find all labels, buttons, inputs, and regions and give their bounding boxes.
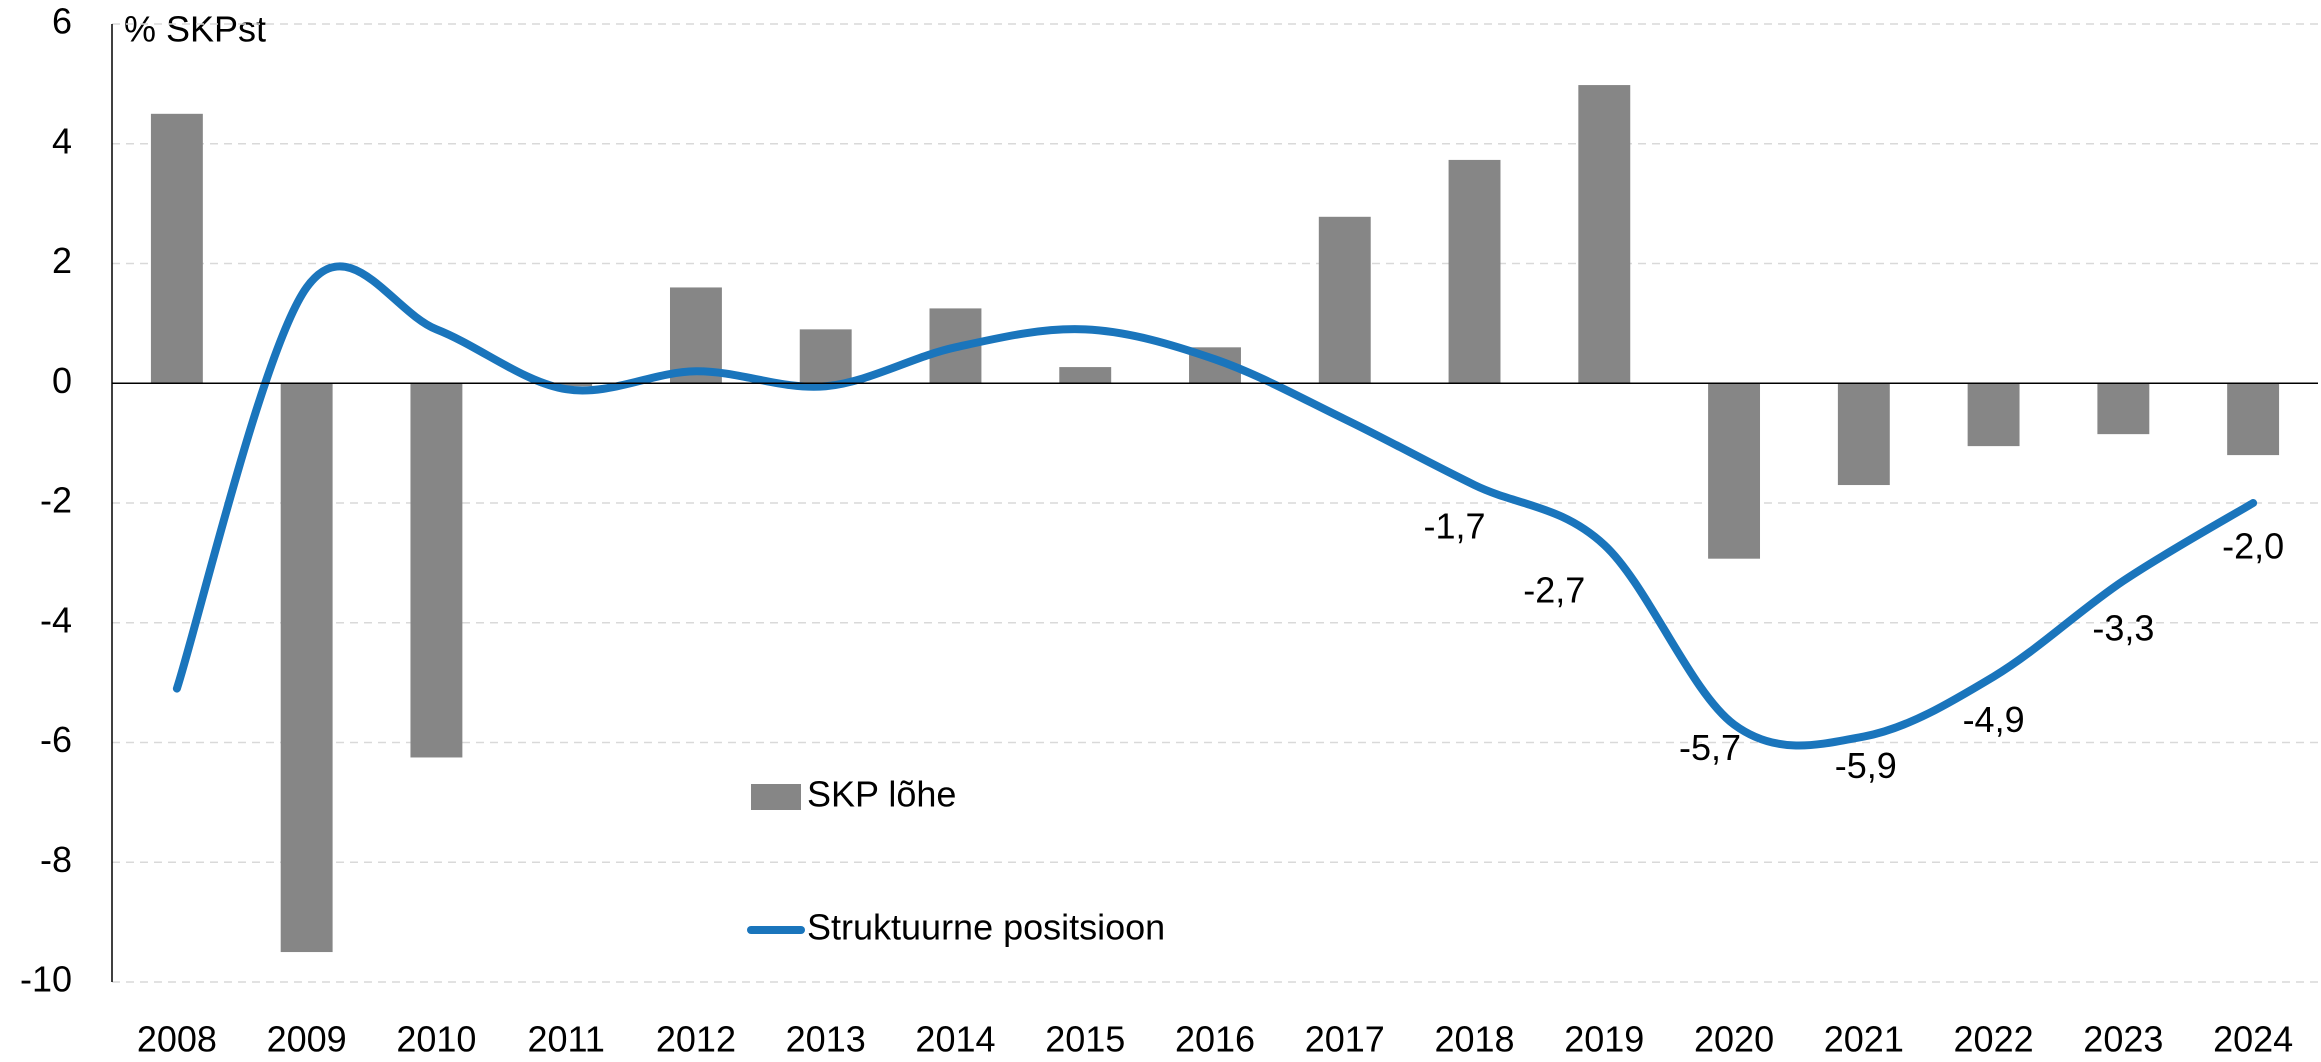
x-tick-label: 2022 [1954,1019,2034,1060]
x-tick-label: 2024 [2213,1019,2293,1060]
x-tick-label: 2008 [137,1019,217,1060]
x-tick-label: 2012 [656,1019,736,1060]
data-label: -1,7 [1424,506,1486,547]
x-tick-label: 2018 [1434,1019,1514,1060]
x-tick-label: 2016 [1175,1019,1255,1060]
y-tick-label: 0 [52,360,72,401]
data-label: -5,7 [1679,727,1741,768]
x-tick-label: 2023 [2083,1019,2163,1060]
data-label: -5,9 [1835,745,1897,786]
legend-label: Struktuurne positsioon [807,907,1165,948]
y-tick-label: 6 [52,1,72,42]
bar [1967,383,2020,447]
x-tick-label: 2011 [527,1019,604,1060]
bar [280,383,333,953]
data-label: -2,0 [2222,526,2284,567]
legend-label: SKP lõhe [807,774,956,815]
x-tick-label: 2013 [786,1019,866,1060]
x-tick-label: 2014 [915,1019,995,1060]
data-label: -3,3 [2092,607,2154,648]
bar [799,329,852,384]
x-tick-label: 2009 [267,1019,347,1060]
y-tick-label: 2 [52,240,72,281]
data-label: -4,9 [1963,699,2025,740]
y-tick-label: 4 [52,120,72,161]
legend-swatch [751,784,801,810]
data-label: -2,7 [1523,569,1585,610]
x-tick-label: 2015 [1045,1019,1125,1060]
bar [1059,367,1112,384]
bar [540,383,593,387]
bar [1837,383,1890,486]
bar [2097,383,2150,435]
y-tick-label: -6 [40,719,72,760]
x-tick-label: 2017 [1305,1019,1385,1060]
bar [150,113,203,384]
y-tick-label: -10 [20,959,72,1000]
bar [1578,85,1631,384]
bar [1708,383,1761,559]
x-tick-label: 2021 [1824,1019,1904,1060]
y-tick-label: -4 [40,599,72,640]
bar [2227,383,2280,456]
bar [1448,159,1501,384]
y-tick-label: -8 [40,839,72,880]
y-axis-label: % SKPst [124,9,266,50]
x-tick-label: 2010 [396,1019,476,1060]
bar [1318,216,1371,384]
y-tick-label: -2 [40,480,72,521]
bar [410,383,463,758]
x-tick-label: 2020 [1694,1019,1774,1060]
x-tick-label: 2019 [1564,1019,1644,1060]
line [172,262,2258,750]
